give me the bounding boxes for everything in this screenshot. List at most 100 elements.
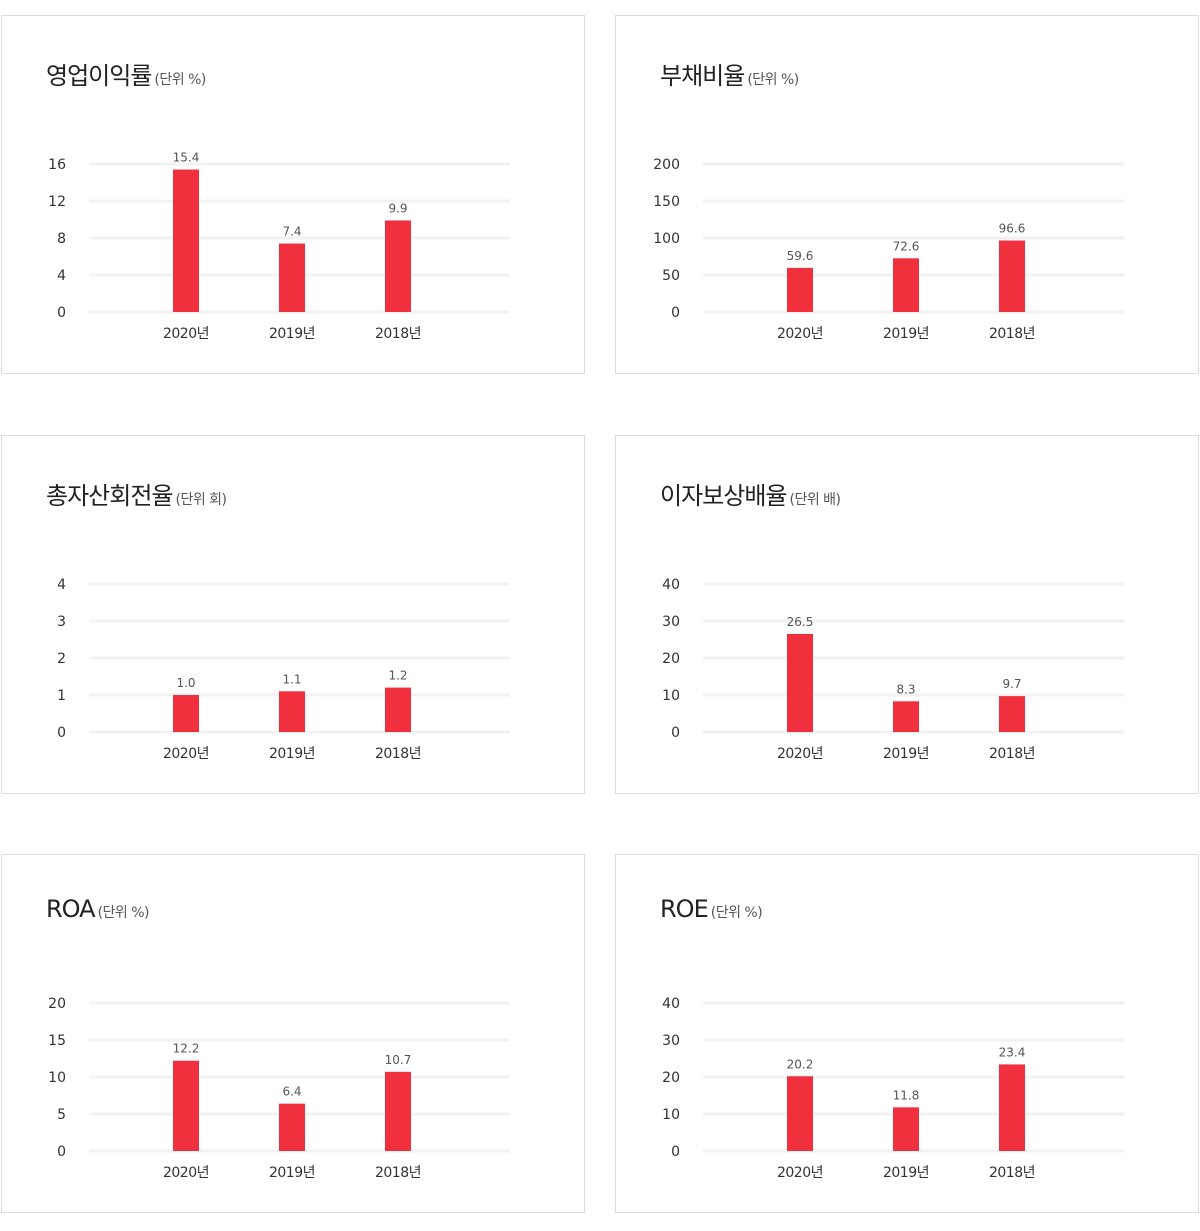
chart-panel-interest-coverage: 이자보상배율 (단위 배) 0 10 20 30 40 26.5 2020년 8.3 2019년 9… xyxy=(615,435,1199,794)
data-label: 15.4 xyxy=(173,151,200,165)
y-tick-label: 30 xyxy=(662,614,680,630)
y-tick-label: 20 xyxy=(48,996,66,1012)
data-label: 9.7 xyxy=(1002,677,1021,691)
x-tick-label: 2019년 xyxy=(883,1165,929,1181)
data-label: 11.8 xyxy=(893,1088,920,1102)
y-tick-label: 10 xyxy=(662,688,680,704)
x-tick-label: 2020년 xyxy=(163,326,209,342)
bar xyxy=(787,633,813,732)
chart-panel-operating-margin: 영업이익률 (단위 %) 0 4 8 12 16 15.4 2020년 7.4 2019년 9.9 2… xyxy=(1,15,585,374)
bar-chart: 0 50 100 150 200 59.6 2020년 72.6 2019년 96.6 2018년 xyxy=(653,157,1124,342)
bar xyxy=(279,691,305,732)
data-label: 10.7 xyxy=(385,1053,412,1067)
data-label: 1.0 xyxy=(176,676,195,690)
data-label: 20.2 xyxy=(787,1057,814,1071)
data-label: 12.2 xyxy=(173,1042,200,1056)
chart-title-unit: (단위 %) xyxy=(97,905,150,921)
y-tick-label: 12 xyxy=(48,194,66,210)
y-tick-label: 50 xyxy=(662,268,680,284)
y-tick-label: 0 xyxy=(57,725,66,741)
y-tick-label: 4 xyxy=(57,577,66,593)
y-tick-label: 2 xyxy=(57,651,66,667)
bar xyxy=(893,701,919,732)
chart-title-main: 부채비율 xyxy=(660,62,745,90)
bar xyxy=(999,240,1025,312)
x-tick-label: 2019년 xyxy=(269,746,315,762)
y-tick-label: 4 xyxy=(57,268,66,284)
y-tick-label: 100 xyxy=(653,231,680,247)
bar xyxy=(173,1060,199,1151)
x-tick-label: 2020년 xyxy=(163,746,209,762)
chart-title: 총자산회전율 (단위 회) xyxy=(46,476,227,511)
y-tick-label: 1 xyxy=(57,688,66,704)
bar xyxy=(279,243,305,312)
x-tick-label: 2020년 xyxy=(163,1165,209,1181)
y-tick-label: 0 xyxy=(57,1144,66,1160)
y-tick-label: 150 xyxy=(653,194,680,210)
data-label: 26.5 xyxy=(787,615,814,629)
data-label: 59.6 xyxy=(787,249,814,263)
chart-title: 이자보상배율 (단위 배) xyxy=(660,476,841,511)
x-tick-label: 2018년 xyxy=(375,746,421,762)
chart-panel-roe: ROE (단위 %) 0 10 20 30 40 20.2 2020년 11.8 2019년 23.… xyxy=(615,854,1199,1213)
chart-title-unit: (단위 회) xyxy=(175,492,227,508)
x-tick-label: 2018년 xyxy=(989,326,1035,342)
chart-title: ROA (단위 %) xyxy=(46,895,150,923)
y-tick-label: 10 xyxy=(662,1107,680,1123)
y-tick-label: 20 xyxy=(662,1070,680,1086)
x-tick-label: 2018년 xyxy=(989,1165,1035,1181)
y-tick-label: 5 xyxy=(57,1107,66,1123)
x-tick-label: 2019년 xyxy=(883,326,929,342)
chart-title-main: ROA xyxy=(46,895,96,923)
bar xyxy=(279,1103,305,1151)
bar xyxy=(173,695,199,732)
chart-title-unit: (단위 %) xyxy=(154,72,206,88)
x-tick-label: 2018년 xyxy=(375,326,421,342)
chart-title: ROE (단위 %) xyxy=(660,895,763,923)
bar xyxy=(999,1064,1025,1151)
y-tick-label: 40 xyxy=(662,996,680,1012)
y-tick-label: 0 xyxy=(57,305,66,321)
chart-title: 영업이익률 (단위 %) xyxy=(46,56,206,91)
chart-panel-roa: ROA (단위 %) 0 5 10 15 20 12.2 2020년 6.4 2019년 10.7 2… xyxy=(1,854,585,1213)
y-tick-label: 0 xyxy=(671,305,680,321)
chart-title-unit: (단위 %) xyxy=(710,905,763,921)
y-tick-label: 20 xyxy=(662,651,680,667)
chart-panel-debt-ratio: 부채비율 (단위 %) 0 50 100 150 200 59.6 2020년 72.6 2019… xyxy=(615,15,1199,374)
x-tick-label: 2020년 xyxy=(777,326,823,342)
bar-chart: 0 1 2 3 4 1.0 2020년 1.1 2019년 1.2 2018년 xyxy=(57,577,510,762)
chart-title-main: 이자보상배율 xyxy=(660,482,787,510)
chart-title: 부채비율 (단위 %) xyxy=(660,56,799,91)
y-tick-label: 15 xyxy=(48,1033,66,1049)
data-label: 7.4 xyxy=(282,225,301,239)
bar xyxy=(173,169,199,312)
bar xyxy=(893,1107,919,1151)
y-tick-label: 10 xyxy=(48,1070,66,1086)
x-tick-label: 2020년 xyxy=(777,1165,823,1181)
y-tick-label: 200 xyxy=(653,157,680,173)
x-tick-label: 2019년 xyxy=(269,326,315,342)
data-label: 1.1 xyxy=(282,672,301,686)
data-label: 23.4 xyxy=(999,1045,1026,1059)
x-tick-label: 2019년 xyxy=(883,746,929,762)
x-tick-label: 2018년 xyxy=(989,746,1035,762)
x-tick-label: 2019년 xyxy=(269,1165,315,1181)
data-label: 1.2 xyxy=(388,669,407,683)
chart-title-main: ROE xyxy=(660,895,709,923)
data-label: 8.3 xyxy=(896,682,915,696)
bar xyxy=(385,687,411,732)
bar-chart: 0 10 20 30 40 20.2 2020년 11.8 2019년 23.4 2018년 xyxy=(662,996,1124,1181)
chart-title-unit: (단위 %) xyxy=(747,72,799,88)
x-tick-label: 2018년 xyxy=(375,1165,421,1181)
bar xyxy=(787,1076,813,1151)
bar xyxy=(893,258,919,312)
y-tick-label: 0 xyxy=(671,725,680,741)
y-tick-label: 3 xyxy=(57,614,66,630)
bar-chart: 0 4 8 12 16 15.4 2020년 7.4 2019년 9.9 2018년 xyxy=(48,151,510,342)
chart-title-unit: (단위 배) xyxy=(789,492,841,508)
x-tick-label: 2020년 xyxy=(777,746,823,762)
bar-chart: 0 5 10 15 20 12.2 2020년 6.4 2019년 10.7 2018년 xyxy=(48,996,510,1181)
chart-title-main: 총자산회전율 xyxy=(46,482,173,510)
y-tick-label: 30 xyxy=(662,1033,680,1049)
bar xyxy=(787,267,813,312)
